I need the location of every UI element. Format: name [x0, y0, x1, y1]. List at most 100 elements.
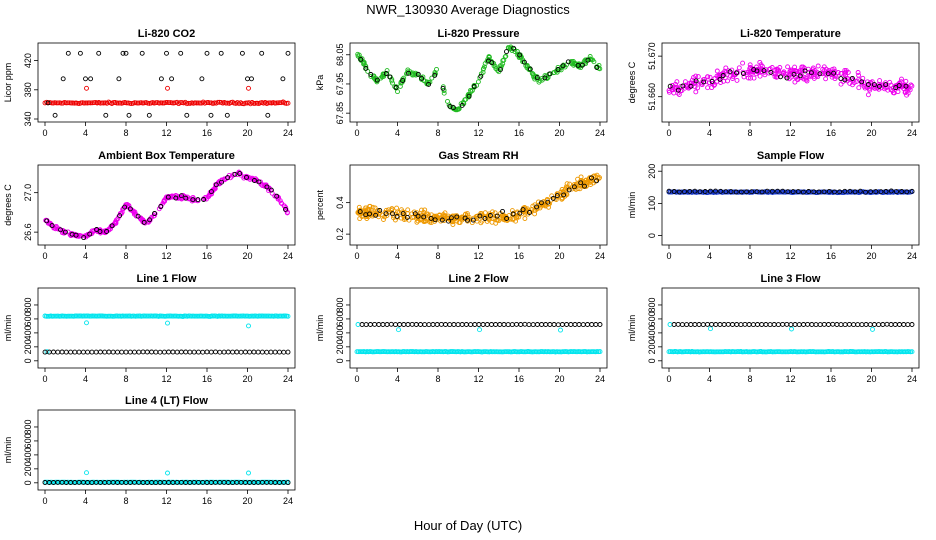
y-tick-label: 0 [647, 358, 657, 363]
data-point [585, 322, 590, 327]
data-point [513, 218, 519, 224]
data-point [161, 199, 167, 205]
data-point [545, 199, 551, 205]
data-point [53, 100, 59, 106]
data-point [158, 76, 164, 82]
data-point [696, 322, 702, 327]
data-point [816, 189, 822, 195]
data-point [471, 84, 477, 89]
data-point [455, 322, 461, 328]
data-point [102, 349, 108, 355]
data-point [491, 63, 497, 69]
data-point [246, 470, 251, 476]
data-point [697, 189, 703, 195]
series-line3-flow-high [671, 321, 915, 328]
x-tick-label: 16 [826, 128, 836, 138]
x-tick-label: 8 [123, 374, 128, 384]
y-tick-label: 200 [23, 339, 33, 354]
data-point [165, 470, 170, 476]
data-point [413, 322, 419, 327]
plot-frame [349, 42, 608, 123]
data-point [744, 189, 750, 195]
data-point [811, 75, 817, 81]
data-point [830, 321, 836, 327]
data-point [393, 322, 398, 328]
panel-title: Line 2 Flow [449, 273, 509, 285]
data-point [83, 76, 88, 82]
data-point [551, 70, 557, 75]
data-point [707, 74, 713, 80]
data-point [543, 322, 549, 327]
data-point [805, 321, 811, 327]
data-point [88, 100, 94, 106]
data-point [451, 322, 457, 327]
data-point [780, 321, 786, 327]
y-tick-label: 600 [23, 433, 33, 448]
panel-temperature: Li-820 Temperature degrees C 51.660 51.670 0… [627, 28, 920, 138]
data-point [81, 235, 87, 241]
data-point [888, 188, 894, 194]
data-point [116, 214, 122, 220]
data-point [578, 180, 584, 186]
data-point [116, 76, 122, 82]
data-point [754, 68, 760, 74]
data-point [443, 322, 448, 327]
data-point [705, 85, 711, 91]
y-tick-label: 600 [335, 311, 345, 326]
x-tick-label: 4 [707, 374, 712, 384]
panel-title: Sample Flow [757, 150, 825, 162]
data-point [680, 83, 686, 89]
data-point [558, 327, 563, 333]
data-point [277, 349, 282, 355]
data-point [865, 92, 871, 98]
data-point [774, 66, 780, 72]
data-point [412, 211, 418, 217]
data-point [468, 322, 474, 328]
data-point [428, 215, 434, 221]
data-point [558, 189, 564, 195]
data-point [358, 56, 364, 62]
data-point [413, 72, 419, 78]
data-point [578, 174, 584, 180]
data-point [251, 178, 257, 183]
data-point [259, 50, 265, 56]
data-point [383, 211, 389, 217]
data-point [238, 349, 244, 355]
y-tick-label: 100 [647, 196, 657, 211]
data-point [76, 349, 82, 355]
data-point [422, 218, 428, 224]
data-point [219, 479, 225, 485]
data-point [728, 189, 734, 195]
y-axis-label: kPa [315, 75, 325, 91]
x-tick-label: 24 [907, 251, 917, 261]
x-tick-label: 12 [785, 374, 795, 384]
y-tick-label: 68.05 [335, 43, 345, 66]
data-point [356, 204, 362, 210]
data-point [565, 59, 571, 65]
data-point [217, 349, 223, 355]
data-point [253, 479, 259, 485]
data-point [888, 87, 894, 93]
y-tick-label: 0 [335, 358, 345, 363]
series-line1-flow-high [42, 313, 291, 319]
data-point [68, 100, 74, 106]
data-point [96, 50, 102, 56]
data-point [803, 75, 809, 81]
series-box-temperature-refs [44, 171, 288, 241]
data-point [684, 322, 690, 328]
x-tick-label: 8 [435, 251, 440, 261]
data-point [763, 322, 769, 327]
data-point [896, 83, 901, 89]
data-point [186, 100, 191, 106]
x-tick-label: 12 [161, 128, 171, 138]
plot-frame [349, 164, 608, 246]
data-point [493, 322, 499, 327]
data-point [832, 76, 838, 82]
data-point [509, 322, 515, 328]
data-point [170, 349, 176, 355]
data-point [842, 67, 848, 73]
data-point [424, 79, 430, 85]
data-point [505, 45, 511, 51]
data-point [251, 349, 257, 355]
